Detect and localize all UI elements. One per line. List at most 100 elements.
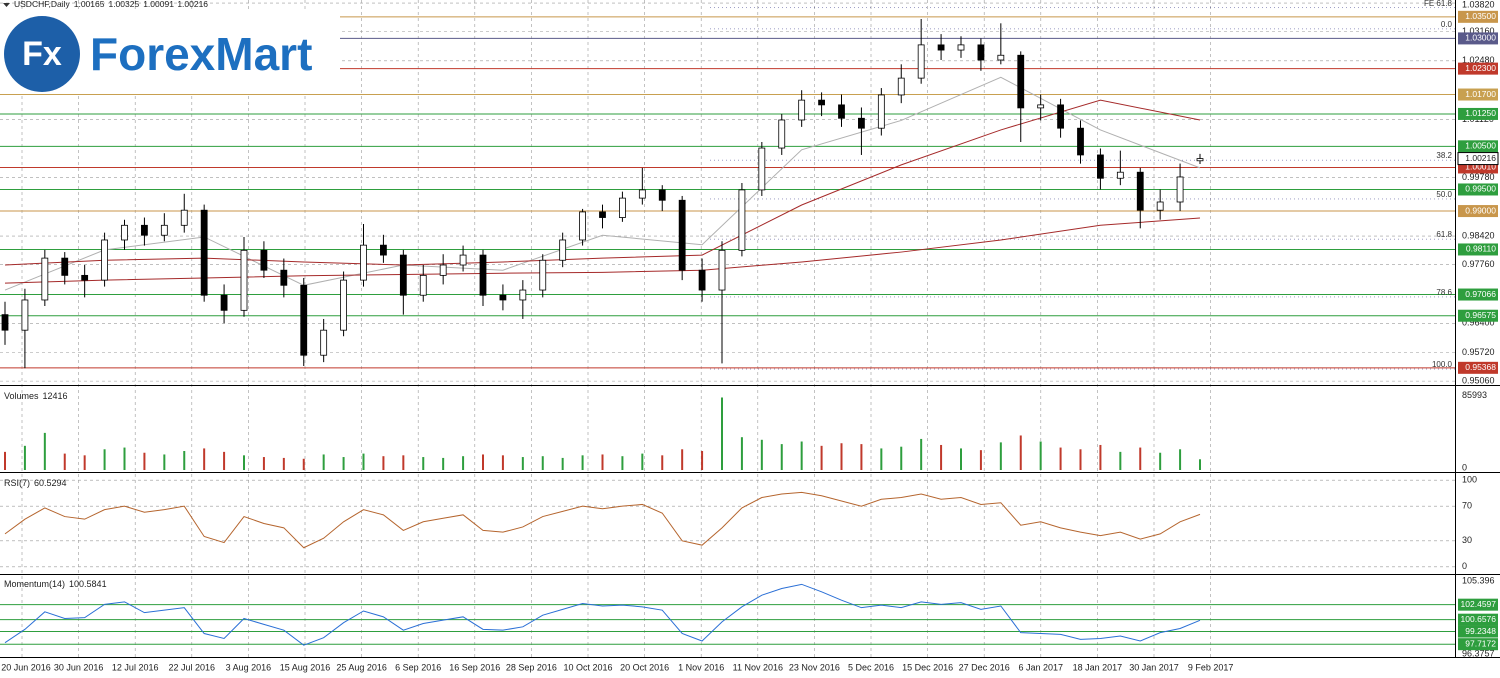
volume-bar [840, 443, 843, 470]
level-box [1458, 638, 1498, 651]
x-tick-label: 5 Dec 2016 [848, 662, 894, 672]
level-label: 1.02300 [1465, 63, 1496, 73]
volume-bar [701, 451, 704, 470]
y-tick-label: 85993 [1462, 390, 1487, 400]
level-label: 1.03500 [1465, 11, 1496, 21]
x-tick-label: 12 Jul 2016 [112, 662, 159, 672]
candle-body [81, 274, 89, 281]
candle-body [21, 299, 29, 331]
x-tick-label: 30 Jun 2016 [54, 662, 104, 672]
volume-bar [442, 457, 445, 470]
level-box [1458, 205, 1498, 218]
panel-label-value: 100.5841 [69, 579, 107, 589]
panel-label-name: RSI(7) [4, 478, 30, 488]
header-value: 1.00325 [108, 0, 139, 9]
level-label: 0.99500 [1465, 184, 1496, 194]
candle-body [638, 189, 646, 199]
volume-bar [462, 456, 465, 470]
panel-label-name: Volumes [4, 391, 39, 401]
candle-body [1077, 127, 1084, 156]
volume-bar [661, 455, 664, 470]
candle-body [240, 249, 248, 311]
y-tick-label: 100 [1462, 475, 1477, 485]
candle-body [519, 289, 527, 301]
candle-body [300, 284, 308, 356]
x-tick-label: 11 Nov 2016 [733, 662, 783, 672]
volume-bar [581, 455, 584, 470]
panel-label-name: Momentum(14) [4, 579, 65, 589]
volume-bar [43, 432, 46, 470]
volume-bar [123, 447, 126, 470]
level-label: 1.00500 [1465, 141, 1496, 151]
volume-bar [1019, 435, 1022, 470]
fib-label: FE 61.8 [1424, 0, 1453, 8]
volume-bar [999, 442, 1002, 470]
x-tick-label: 6 Jan 2017 [1019, 662, 1064, 672]
volume-bar [203, 448, 206, 470]
volume-bar [382, 456, 385, 470]
volume-bar [920, 438, 923, 470]
level-box [1458, 288, 1498, 301]
candle-body [838, 104, 845, 119]
y-tick-label: 0.96400 [1462, 318, 1495, 328]
indicator-line [4, 583, 1201, 646]
volume-bar [621, 456, 624, 470]
volume-bar [23, 445, 26, 470]
x-tick-label: 9 Feb 2017 [1188, 662, 1234, 672]
candle-body [818, 99, 825, 106]
level-box [1458, 88, 1498, 101]
candle-body [738, 189, 746, 251]
candle-body [1136, 171, 1144, 211]
candle-body [160, 224, 168, 236]
level-label: 1.00010 [1465, 162, 1496, 172]
panel-label: Volumes 12416 [4, 391, 68, 401]
x-tick-label: 27 Dec 2016 [959, 662, 1010, 672]
candle-body [718, 249, 726, 291]
candle-body [957, 44, 965, 51]
volume-bar [482, 454, 484, 470]
x-tick-label: 1 Nov 2016 [678, 662, 724, 672]
fib-label: 61.8 [1436, 230, 1452, 239]
candle-body [1116, 171, 1124, 179]
volume-bar [940, 444, 943, 470]
level-label: 1.01700 [1465, 89, 1496, 99]
candle-body [439, 264, 447, 276]
candle-body [619, 197, 626, 218]
level-box [1458, 598, 1498, 611]
volume-bar [1119, 451, 1122, 470]
y-tick-label: 0.98420 [1462, 230, 1495, 240]
volume-bar [1059, 447, 1062, 470]
level-label: 1.01250 [1465, 108, 1496, 118]
volume-bar [740, 437, 743, 470]
volume-bar [1179, 449, 1182, 470]
level-label: 102.4597 [1461, 599, 1497, 609]
candle-body [798, 99, 806, 121]
candle-body [758, 147, 766, 191]
volume-bar [302, 458, 305, 470]
x-tick-label: 15 Aug 2016 [280, 662, 331, 672]
x-tick-label: 18 Jan 2017 [1073, 662, 1123, 672]
volume-bar [960, 448, 962, 470]
level-box [1458, 32, 1498, 45]
candle-body [1, 314, 9, 331]
logo-circle [4, 16, 80, 92]
header-arrow [3, 3, 10, 7]
level-label: 0.99000 [1465, 205, 1496, 215]
volume-bar [561, 457, 564, 470]
x-tick-label: 20 Oct 2016 [620, 662, 669, 672]
volume-bar [262, 457, 265, 470]
fib-label: 50.0 [1436, 190, 1452, 199]
candle-body [599, 211, 606, 218]
volume-bar [282, 457, 285, 470]
candle-body [101, 239, 108, 281]
volume-bar [243, 455, 245, 470]
level-box [1458, 613, 1498, 626]
candle-body [678, 199, 686, 271]
fib-label: 78.6 [1436, 288, 1452, 297]
candle-body [121, 224, 128, 241]
candle-body [61, 257, 69, 276]
candle-body [698, 269, 706, 291]
volume-bar [820, 445, 823, 470]
y-tick-label: 1.03160 [1462, 26, 1495, 36]
